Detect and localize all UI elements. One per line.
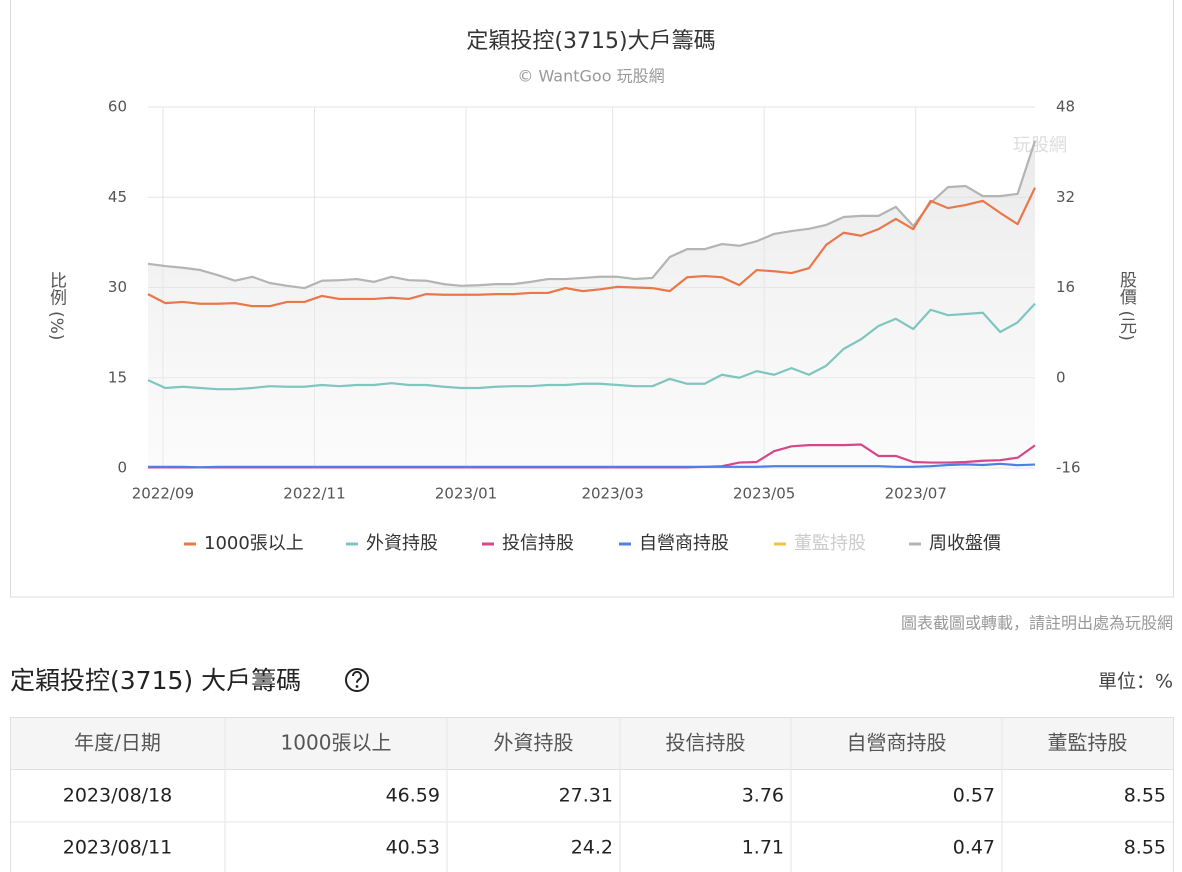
- line: [147, 302, 1036, 391]
- table-cell: 2023/08/18: [63, 785, 173, 807]
- y2-tick-label: -16: [1056, 459, 1081, 477]
- chart-subtitle: © WantGoo 玩股網: [517, 67, 664, 86]
- table-cell: 40.53: [386, 837, 440, 859]
- table-cell: 8.55: [1124, 785, 1166, 807]
- legend-label: 自營商持股: [639, 533, 729, 554]
- x-tick-label: 2023/07: [885, 485, 947, 503]
- legend-item[interactable]: 自營商持股: [619, 533, 729, 554]
- x-tick-label: 2023/05: [733, 485, 795, 503]
- legend-label: 1000張以上: [204, 533, 304, 554]
- table-cell: 8.55: [1124, 837, 1166, 859]
- legend-label: 投信持股: [502, 533, 574, 554]
- y2-tick-label: 16: [1056, 278, 1075, 296]
- table-header-bg: [10, 717, 1174, 770]
- y-tick-label: 60: [108, 98, 127, 116]
- y-axis-label: 比例 (%): [46, 272, 67, 341]
- line: [147, 140, 1037, 290]
- y2-tick-label: 32: [1056, 188, 1075, 206]
- watermark: 玩股網: [1013, 135, 1067, 156]
- x-tick-label: 2023/03: [581, 485, 643, 503]
- table-cell: 2023/08/11: [63, 837, 173, 859]
- table-header: 投信持股: [666, 731, 746, 755]
- table-title: 定穎投控(3715) 大戶籌碼: [10, 666, 301, 695]
- y2-tick-label: 48: [1056, 98, 1075, 116]
- table-header: 外資持股: [494, 731, 574, 755]
- y2-axis-label: 股價 (元): [1116, 271, 1137, 341]
- y-tick-label: 0: [117, 459, 127, 477]
- legend-item[interactable]: 周收盤價: [909, 533, 1001, 554]
- table-cell: 46.59: [386, 785, 440, 807]
- legend-item[interactable]: 投信持股: [482, 533, 574, 554]
- x-tick-label: 2023/01: [435, 485, 497, 503]
- table-header: 1000張以上: [281, 731, 392, 755]
- legend-item[interactable]: 外資持股: [346, 533, 438, 554]
- x-tick-label: 2022/09: [132, 485, 194, 503]
- chart-title: 定穎投控(3715)大戶籌碼: [466, 29, 715, 54]
- legend-label: 周收盤價: [929, 533, 1001, 554]
- x-tick-label: 2022/11: [283, 485, 345, 503]
- legend-item[interactable]: 董監持股: [774, 533, 866, 554]
- y-tick-label: 30: [108, 278, 127, 296]
- table-cell: 0.47: [953, 837, 995, 859]
- unit-label: 單位：%: [1098, 671, 1173, 693]
- table-cell: 24.2: [571, 837, 613, 859]
- legend-label: 外資持股: [366, 533, 438, 554]
- legend-item[interactable]: 1000張以上: [184, 533, 304, 554]
- legend-label: 董監持股: [794, 533, 866, 554]
- copyright-note: 圖表截圖或轉載，請註明出處為玩股網: [901, 614, 1173, 633]
- line: [147, 187, 1036, 308]
- y-tick-label: 15: [108, 368, 127, 386]
- table-header: 自營商持股: [847, 731, 947, 755]
- table-cell: 3.76: [742, 785, 784, 807]
- area: [148, 140, 1035, 468]
- table-header: 年度/日期: [74, 731, 161, 755]
- line: [148, 462, 1036, 469]
- table-cell: 27.31: [559, 785, 613, 807]
- y-tick-label: 45: [108, 188, 127, 206]
- y2-tick-label: 0: [1056, 368, 1066, 386]
- table-cell: 1.71: [742, 837, 784, 859]
- help-icon[interactable]: [345, 668, 369, 692]
- table-cell: 0.57: [953, 785, 995, 807]
- table-header: 董監持股: [1048, 731, 1128, 755]
